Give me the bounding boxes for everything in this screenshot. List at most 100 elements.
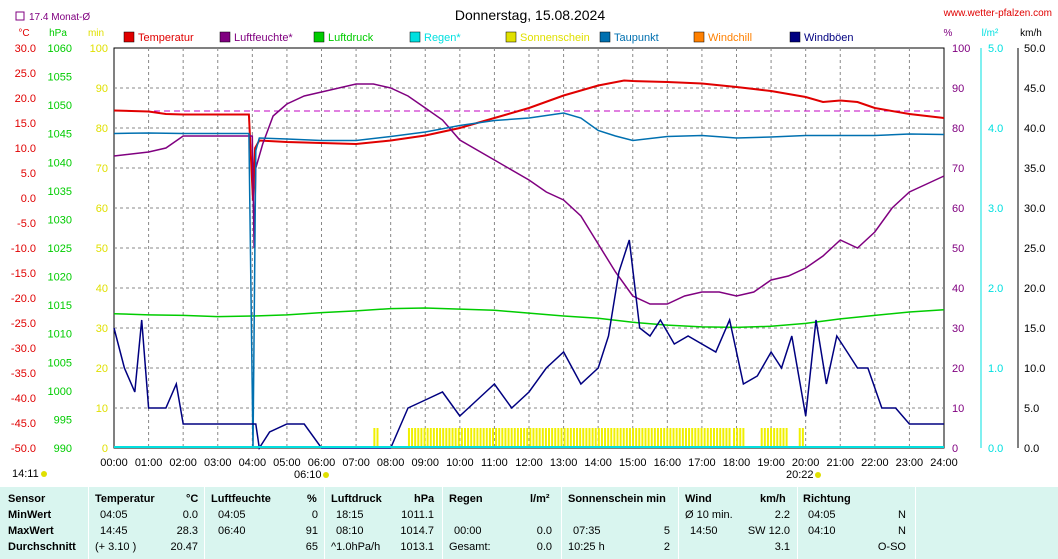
sunshine-bar xyxy=(613,428,616,448)
temp-min-time: 04:05 xyxy=(100,509,128,521)
table-divider xyxy=(678,487,679,559)
sunshine-bar xyxy=(435,428,438,448)
series-luftdruck-line xyxy=(113,307,945,329)
y-tick-hpa: 1000 xyxy=(48,386,72,398)
y-tick-temp: -45.0 xyxy=(11,418,36,430)
sunshine-bar xyxy=(763,428,766,448)
table-divider xyxy=(915,487,916,559)
y-tick-hpa: 1060 xyxy=(48,43,72,55)
wind-head: Wind xyxy=(685,493,712,505)
sunshine-bar xyxy=(429,428,432,448)
sun-icon xyxy=(41,471,47,477)
sunshine-bar xyxy=(566,428,569,448)
sunshine-bar xyxy=(610,428,613,448)
y-tick-temp: 0.0 xyxy=(21,193,36,205)
y-tick-temp: -50.0 xyxy=(11,443,36,455)
sunshine-bar xyxy=(653,428,656,448)
y-tick-pct: 40 xyxy=(952,283,964,295)
y-tick-min: 100 xyxy=(90,43,108,55)
sunshine-bar xyxy=(439,428,442,448)
sunshine-bar xyxy=(782,428,785,448)
rain-head: Regen xyxy=(449,493,483,505)
y-tick-temp: -10.0 xyxy=(11,243,36,255)
x-tick-label: 00:00 xyxy=(100,457,128,469)
y-tick-wind: 25.0 xyxy=(1024,243,1045,255)
sunshine-bar xyxy=(766,428,769,448)
x-tick-label: 18:00 xyxy=(723,457,751,469)
y-tick-min: 20 xyxy=(96,363,108,375)
y-tick-rain: 5.0 xyxy=(988,43,1003,55)
y-tick-hpa: 995 xyxy=(54,414,72,426)
temp-head: Temperatur xyxy=(95,493,155,505)
temp-max-value: 28.3 xyxy=(176,525,198,537)
x-tick-label: 15:00 xyxy=(619,457,647,469)
legend-label: Sonnenschein xyxy=(520,32,590,44)
table-divider xyxy=(561,487,562,559)
sunshine-bar xyxy=(694,428,697,448)
hum-unit: % xyxy=(307,493,317,505)
x-tick-label: 03:00 xyxy=(204,457,232,469)
sunshine-bar xyxy=(798,428,801,448)
sunshine-bar xyxy=(638,428,641,448)
temp-min-value: 0.0 xyxy=(182,509,198,521)
legend-label: Taupunkt xyxy=(614,32,659,44)
press-min-time: 18:15 xyxy=(336,509,364,521)
y-tick-rain: 3.0 xyxy=(988,203,1003,215)
rain-total-label: Gesamt: xyxy=(449,541,491,553)
dir-max-value: N xyxy=(898,525,906,537)
sunshine-bar xyxy=(635,428,638,448)
sunshine-bar xyxy=(647,428,650,448)
sunshine-bar xyxy=(722,428,725,448)
x-tick-label: 01:00 xyxy=(135,457,163,469)
press-trend: ^1.0hPa/h xyxy=(331,541,381,553)
sunshine-bar xyxy=(644,428,647,448)
table-divider xyxy=(204,487,205,559)
sunshine-bar xyxy=(716,428,719,448)
y-tick-wind: 10.0 xyxy=(1024,363,1045,375)
sunshine-bar xyxy=(448,428,451,448)
sunshine-bar xyxy=(684,428,687,448)
y-tick-min: 60 xyxy=(96,203,108,215)
temp-avg-value: 20.47 xyxy=(170,541,198,553)
row-label-avg: Durchschnitt xyxy=(8,541,76,553)
sunshine-bar xyxy=(523,428,526,448)
sunshine-bar xyxy=(548,428,551,448)
sunshine-bar xyxy=(691,428,694,448)
y-tick-min: 50 xyxy=(96,243,108,255)
y-tick-hpa: 1035 xyxy=(48,186,72,198)
x-tick-label: 13:00 xyxy=(550,457,578,469)
sunshine-bar xyxy=(426,428,429,448)
y-tick-min: 80 xyxy=(96,123,108,135)
row-label-min: MinWert xyxy=(8,509,52,521)
site-link[interactable]: www.wetter-pfalzen.com xyxy=(943,8,1052,19)
y-tick-pct: 10 xyxy=(952,403,964,415)
y-tick-pct: 60 xyxy=(952,203,964,215)
x-tick-label: 04:00 xyxy=(239,457,267,469)
row-label-max: MaxWert xyxy=(8,525,54,537)
y-tick-pct: 20 xyxy=(952,363,964,375)
weather-chart: 00:00 01:00 02:00 03:00 04:00 05:00 06:00 07:00… xyxy=(10,7,1052,481)
sunshine-bar xyxy=(663,428,666,448)
y-tick-temp: -40.0 xyxy=(11,393,36,405)
sun-max-value: 5 xyxy=(663,525,670,537)
temp-max-time: 14:45 xyxy=(100,525,128,537)
sunshine-bar xyxy=(616,428,619,448)
y-tick-wind: 5.0 xyxy=(1024,403,1039,415)
y-tick-wind: 45.0 xyxy=(1024,83,1045,95)
sun-head: Sonnenschein min xyxy=(568,493,666,505)
sunshine-bar xyxy=(666,428,669,448)
sunshine-bar xyxy=(457,428,460,448)
sunshine-bar xyxy=(742,428,745,448)
sunshine-bar xyxy=(656,428,659,448)
x-tick-label: 08:00 xyxy=(377,457,405,469)
y-tick-temp: -15.0 xyxy=(11,268,36,280)
sunshine-bar xyxy=(582,428,585,448)
sunshine-bar xyxy=(585,428,588,448)
table-divider xyxy=(88,487,89,559)
sunshine-bar xyxy=(622,428,625,448)
sunshine-bar xyxy=(473,428,476,448)
sun-max-time: 07:35 xyxy=(573,525,601,537)
hum-min-time: 04:05 xyxy=(218,509,246,521)
press-max-time: 08:10 xyxy=(336,525,364,537)
wind-max-value: SW 12.0 xyxy=(747,525,790,537)
